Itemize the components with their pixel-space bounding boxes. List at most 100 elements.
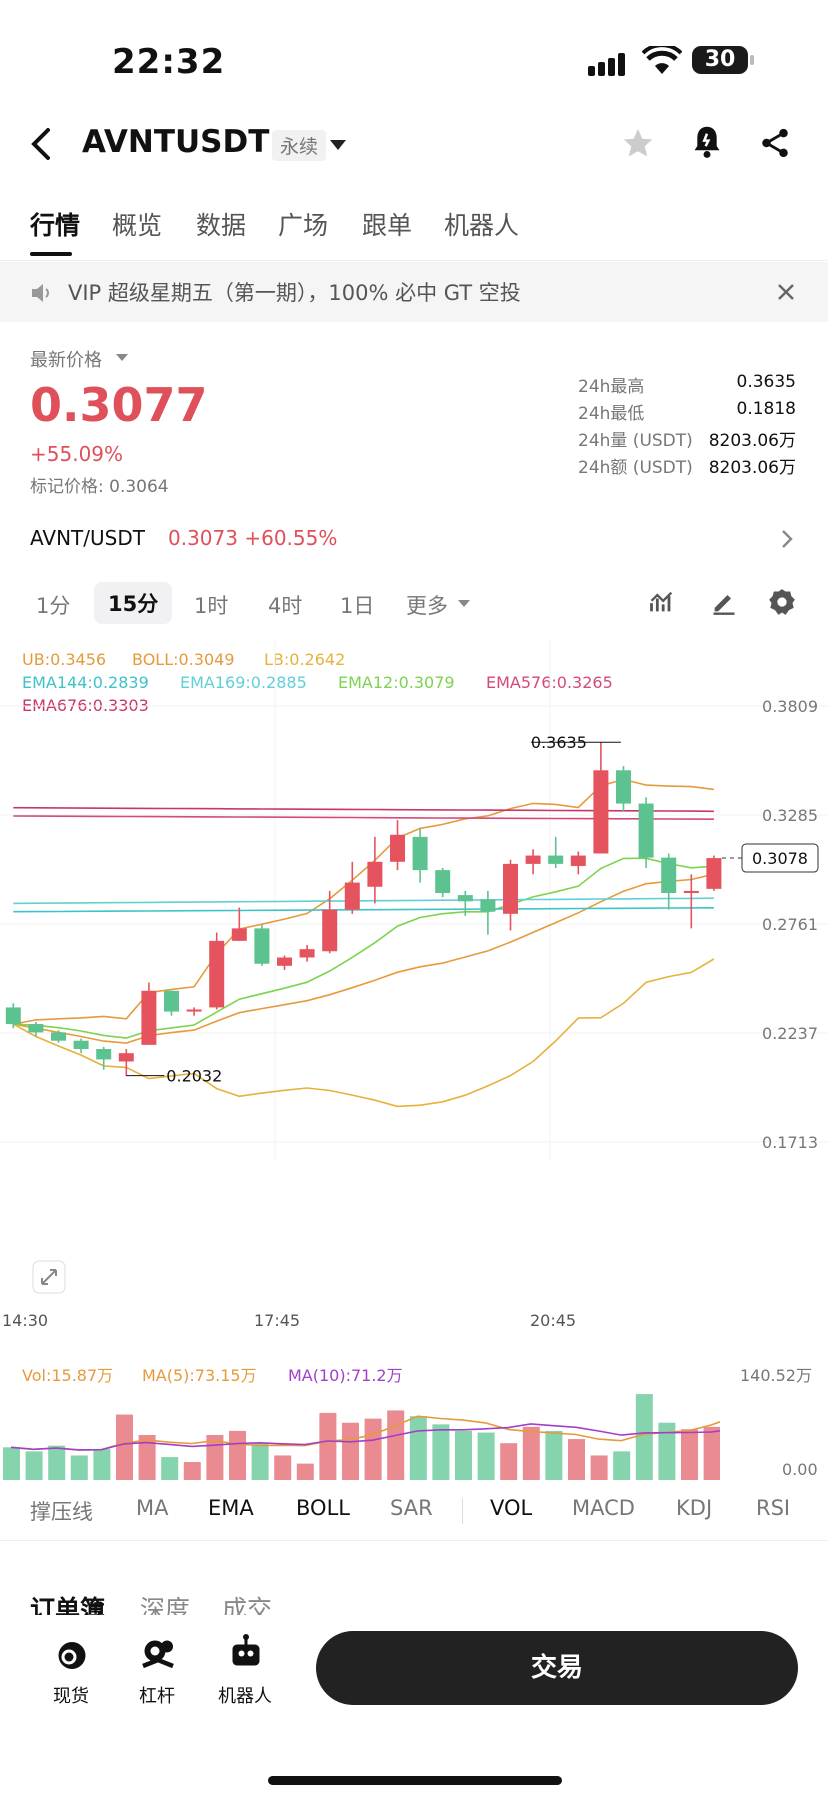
price-chart[interactable]: 0.3809 0.3285 0.2761 0.2237 0.1713 14:30 17:4… — [0, 640, 828, 1340]
candle-body — [322, 909, 338, 952]
active-tab-indicator — [30, 252, 72, 256]
legend-ema12: EMA12:0.3079 — [338, 673, 455, 692]
candle-body — [51, 1032, 66, 1041]
tab-overview[interactable]: 概览 — [112, 211, 163, 240]
stat-label: 24h量 (USDT) — [578, 431, 693, 451]
volume-bar — [342, 1422, 359, 1480]
pair-dropdown-icon[interactable] — [330, 140, 346, 150]
indicator-divider — [462, 1498, 463, 1524]
candle — [435, 868, 451, 898]
indicator-macd[interactable]: MACD — [572, 1496, 635, 1520]
legend-ub: UB:0.3456 — [22, 650, 107, 669]
draw-tool-icon[interactable] — [710, 588, 738, 616]
candle-body — [5, 1007, 21, 1025]
volume-bar — [568, 1439, 585, 1480]
last-price: 0.3077 — [30, 378, 208, 432]
candle-body — [683, 890, 699, 894]
candle — [412, 828, 428, 883]
volume-bar — [409, 1416, 427, 1480]
chevron-right-icon[interactable] — [780, 528, 794, 550]
candle-body — [164, 990, 179, 1012]
candle-body — [548, 855, 564, 864]
volume-bar — [3, 1447, 20, 1480]
candle — [209, 932, 225, 1010]
favorite-star-icon[interactable] — [620, 126, 656, 160]
bot-button[interactable]: 机器人 — [218, 1686, 272, 1707]
back-icon[interactable] — [26, 124, 56, 164]
tab-bots[interactable]: 机器人 — [444, 211, 520, 240]
tab-copytrade[interactable]: 跟单 — [362, 211, 413, 240]
ema576-line — [13, 815, 714, 820]
y-tick-label: 0.2761 — [762, 915, 818, 934]
margin-icon[interactable] — [140, 1636, 176, 1672]
status-time: 22:32 — [112, 42, 226, 82]
tab-square[interactable]: 广场 — [278, 211, 329, 240]
price-type-dropdown-icon[interactable] — [116, 354, 128, 361]
stat-value: 8203.06万 — [708, 458, 796, 478]
fullscreen-expand-icon[interactable] — [32, 1260, 66, 1294]
candle-body — [299, 949, 315, 958]
tab-data[interactable]: 数据 — [196, 211, 247, 240]
interval-4h[interactable]: 4时 — [268, 594, 303, 618]
interval-1d[interactable]: 1日 — [340, 594, 375, 618]
candle-body — [706, 858, 722, 889]
interval-1h[interactable]: 1时 — [194, 594, 229, 618]
candle-body — [96, 1049, 112, 1060]
last-price-label[interactable]: 最新价格 — [30, 350, 102, 371]
candle-body — [525, 855, 541, 864]
candle-body — [616, 770, 631, 804]
price-alert-bell-icon[interactable] — [690, 124, 724, 160]
candle — [570, 851, 586, 875]
candle — [164, 990, 179, 1016]
ema144-line — [13, 906, 714, 913]
main-tabs — [0, 200, 828, 261]
volume-bar — [522, 1426, 540, 1480]
announcement-text[interactable]: VIP 超级星期五（第一期），100% 必中 GT 空投 — [68, 281, 521, 305]
interval-1m[interactable]: 1分 — [36, 594, 71, 618]
chart-settings-gear-icon[interactable] — [768, 588, 796, 616]
volume-chart — [3, 1394, 720, 1480]
interval-15m[interactable]: 15分 — [94, 582, 173, 624]
volume-bar — [319, 1412, 337, 1480]
candle — [457, 890, 473, 916]
more-dropdown-icon[interactable] — [458, 600, 470, 607]
announcement-banner[interactable] — [0, 262, 828, 322]
robot-icon[interactable] — [228, 1634, 264, 1670]
candle — [593, 742, 609, 854]
candle-body — [661, 857, 677, 894]
candle-body — [570, 855, 586, 866]
trade-button[interactable]: 交易 — [316, 1631, 798, 1705]
indicator-support-resistance[interactable]: 撑压线 — [30, 1500, 93, 1524]
pair-title[interactable]: AVNTUSDT — [82, 124, 270, 160]
indicator-icon[interactable] — [648, 588, 676, 616]
candle-body — [480, 899, 496, 912]
candle-body — [638, 803, 654, 858]
volume-ma10-line — [10, 1423, 720, 1451]
current-price-box — [741, 843, 819, 873]
candle — [390, 820, 405, 871]
indicator-sar[interactable]: SAR — [390, 1496, 433, 1520]
candle — [5, 1003, 21, 1029]
indicator-ma[interactable]: MA — [136, 1496, 169, 1520]
divider — [0, 1540, 828, 1541]
volume-bar — [681, 1429, 698, 1480]
indicator-ema[interactable]: EMA — [208, 1496, 254, 1520]
spot-icon[interactable] — [54, 1636, 90, 1672]
share-icon[interactable] — [758, 126, 792, 160]
close-icon[interactable] — [776, 282, 796, 302]
interval-more[interactable]: 更多 — [406, 594, 448, 618]
volume-bar — [500, 1443, 518, 1480]
spot-pair-link[interactable]: AVNT/USDT — [30, 526, 145, 550]
indicator-rsi[interactable]: RSI — [756, 1496, 791, 1520]
volume-bar — [138, 1435, 156, 1480]
spot-button[interactable]: 现货 — [53, 1686, 89, 1707]
margin-button[interactable]: 杠杆 — [139, 1686, 175, 1707]
indicator-vol[interactable]: VOL — [490, 1496, 533, 1520]
indicator-kdj[interactable]: KDJ — [676, 1496, 713, 1520]
indicator-boll[interactable]: BOLL — [296, 1496, 350, 1520]
volume-bar — [477, 1432, 495, 1480]
speaker-icon — [32, 284, 49, 302]
candle-body — [390, 834, 405, 862]
tab-market[interactable]: 行情 — [30, 211, 81, 240]
candle — [706, 855, 722, 891]
